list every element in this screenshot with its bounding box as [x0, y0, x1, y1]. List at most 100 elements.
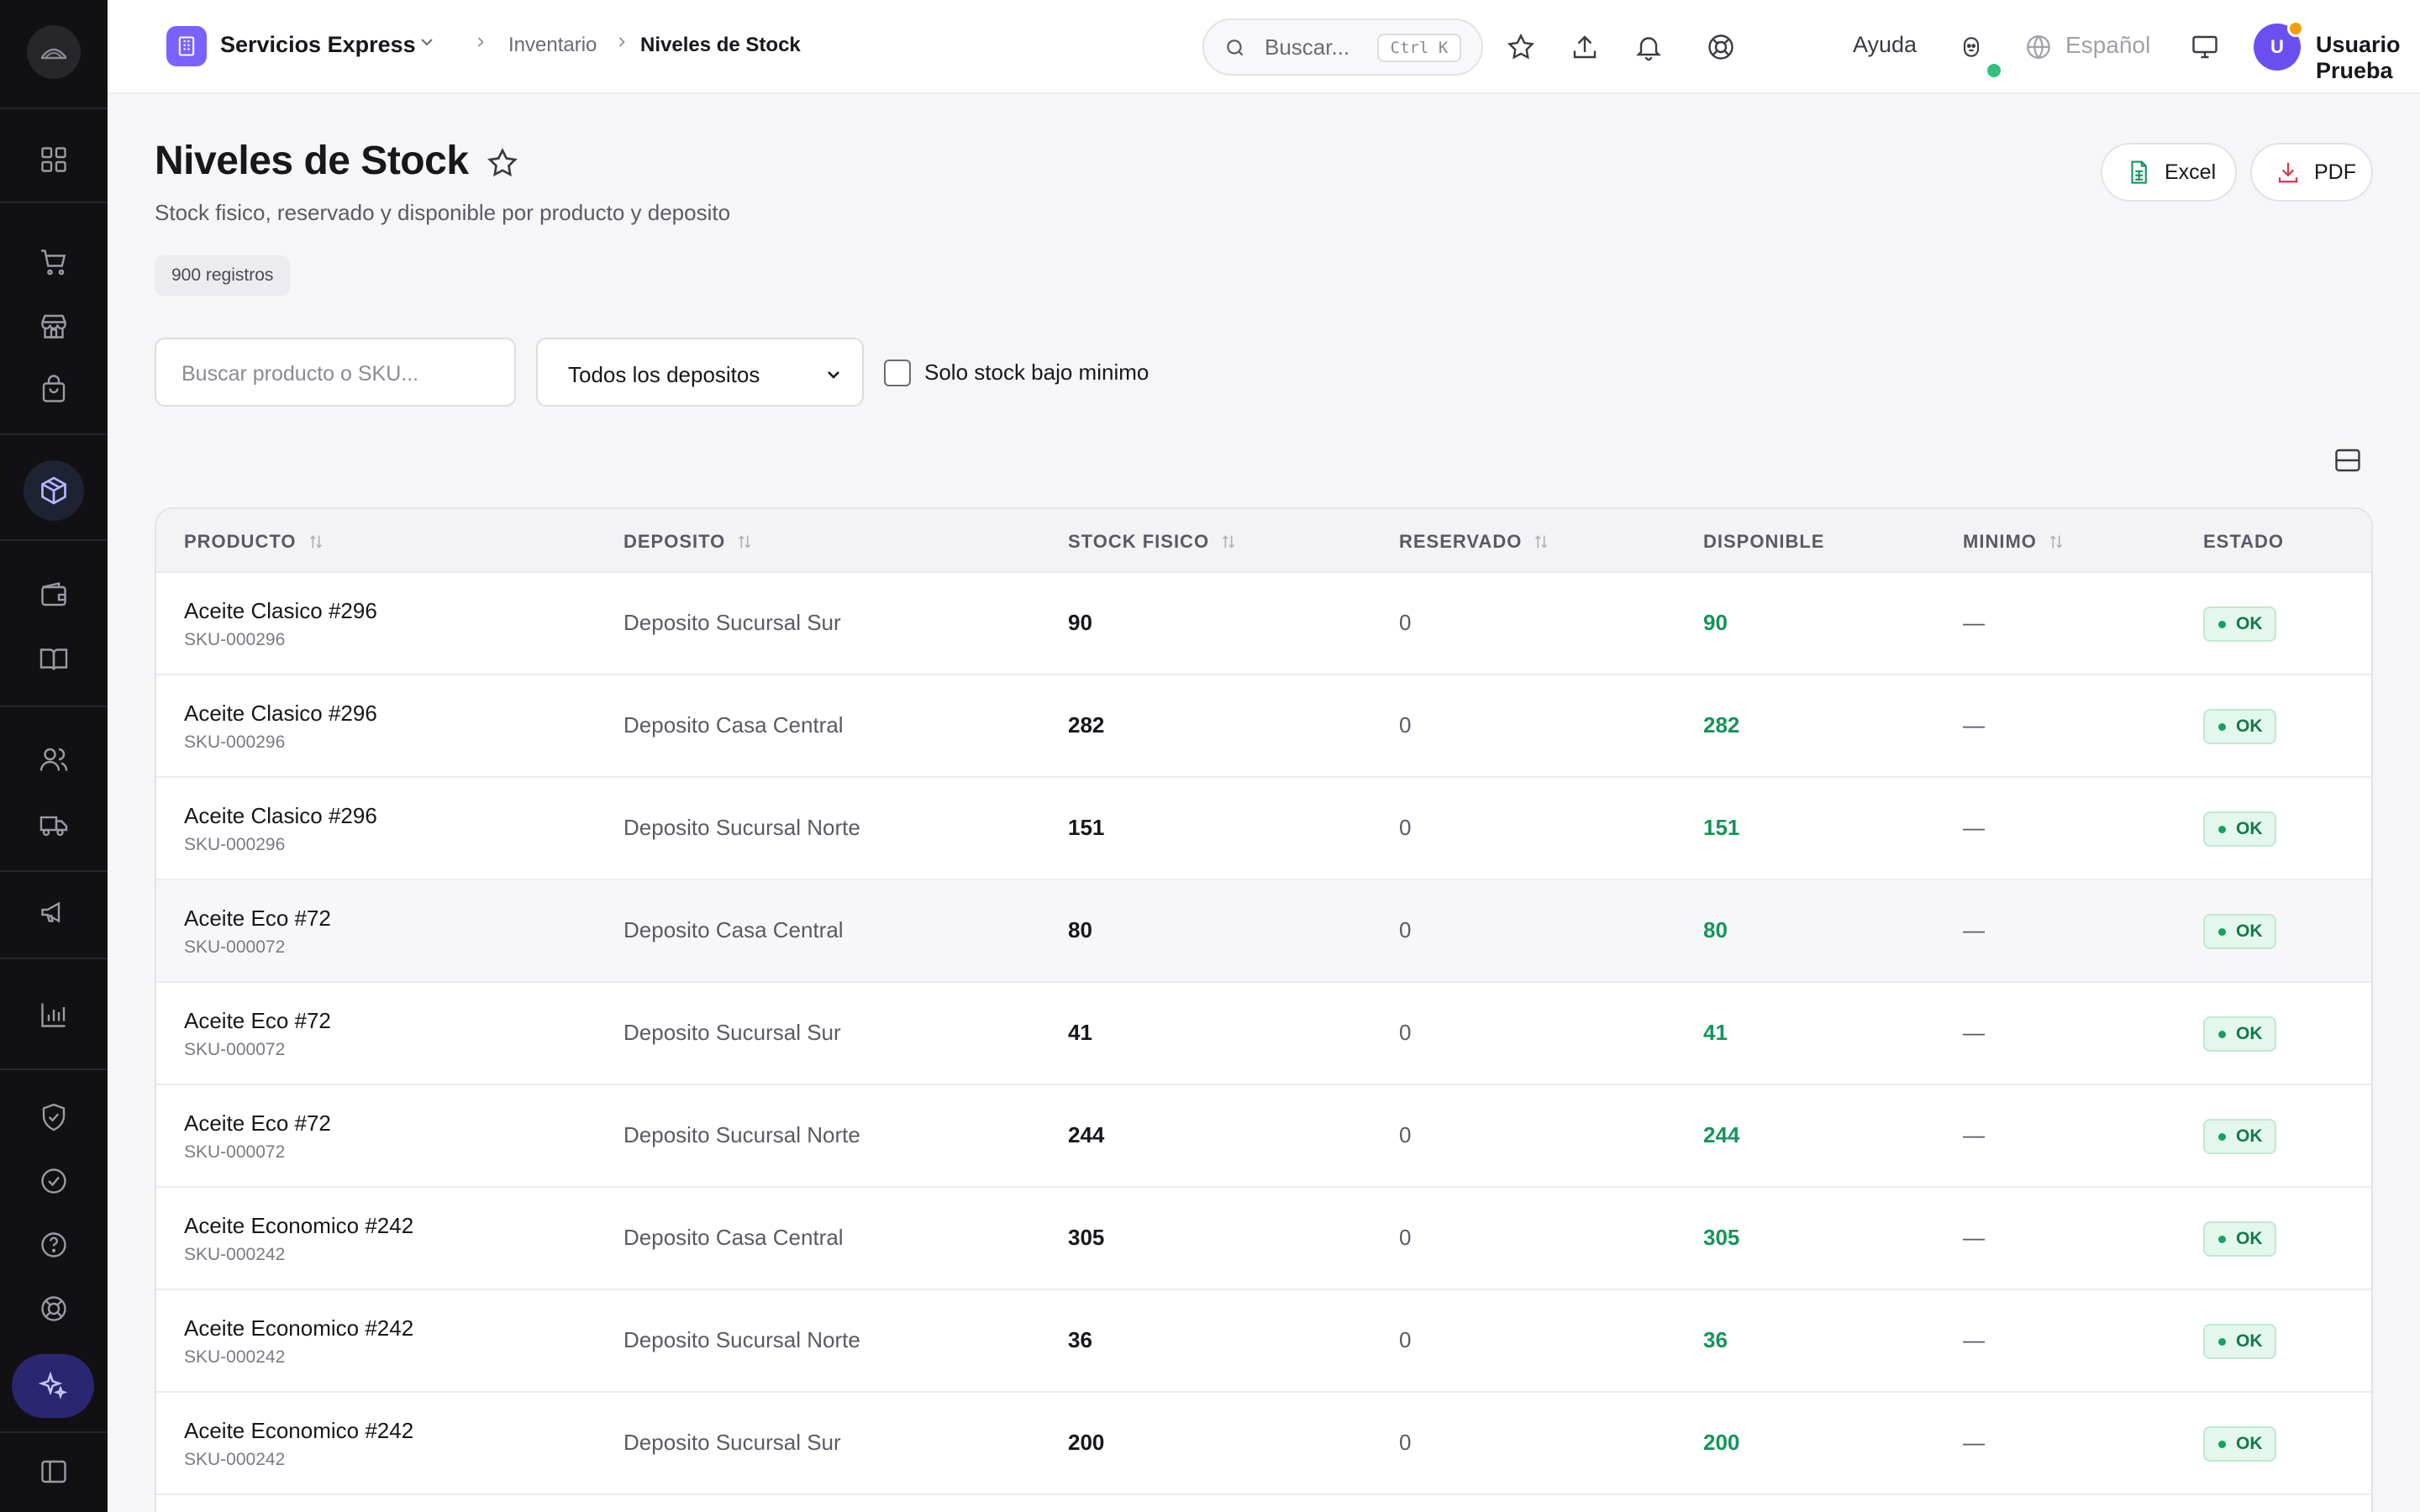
sidebar-item-dashboard[interactable]: [34, 139, 74, 180]
product-sku: SKU-000296: [184, 630, 286, 649]
table-row[interactable]: Aceite Clasico #296 SKU-000296 Deposito …: [156, 573, 2371, 675]
sidebar-item-inventory[interactable]: [34, 470, 74, 511]
chevron-down-icon: [828, 371, 839, 379]
status-badge: OK: [2203, 1016, 2276, 1052]
language-button[interactable]: [2020, 29, 2057, 66]
help-button[interactable]: [1702, 29, 1739, 66]
status-dot: [2218, 1337, 2226, 1346]
favorite-star-icon[interactable]: [486, 146, 519, 180]
sidebar-divider: [0, 1068, 108, 1070]
status-dot: [2218, 1235, 2226, 1243]
monitor-icon: [2192, 35, 2217, 59]
table-row[interactable]: Aceite Clasico #296 SKU-000296 Deposito …: [156, 675, 2371, 778]
stock-table: PRODUCTO DEPOSITO STOCK FISICO RESERVADO…: [155, 507, 2373, 1512]
status-badge: OK: [2203, 606, 2276, 642]
global-search[interactable]: Buscar... Ctrl K: [1202, 18, 1483, 76]
life-buoy-icon: [41, 1296, 66, 1321]
product-search-input[interactable]: Buscar producto o SKU...: [155, 338, 516, 407]
sidebar-item-marketing[interactable]: [34, 892, 74, 932]
table-row[interactable]: Aceite Economico #242 SKU-000242 Deposit…: [156, 1290, 2371, 1393]
reserved-stock: 0: [1399, 610, 1412, 635]
status-badge: OK: [2203, 1324, 2276, 1359]
breadcrumb-inventario[interactable]: Inventario: [508, 34, 597, 56]
low-stock-checkbox[interactable]: [884, 360, 911, 386]
minimum-stock: —: [1963, 1020, 1985, 1045]
available-stock: 282: [1703, 712, 1740, 738]
sidebar-item-sales[interactable]: [34, 242, 74, 282]
sidebar-item-finance[interactable]: [34, 575, 74, 615]
deposit-name: Deposito Sucursal Norte: [623, 815, 860, 840]
column-header-disponible: DISPONIBLE: [1703, 531, 1824, 553]
status-label: OK: [2236, 921, 2263, 941]
share-button[interactable]: [1566, 29, 1603, 66]
help-circle-icon: [41, 1232, 66, 1257]
sidebar-divider: [0, 433, 108, 435]
status-dot: [2218, 1440, 2226, 1448]
sidebar-item-store[interactable]: [34, 306, 74, 346]
sidebar-item-help[interactable]: [34, 1225, 74, 1265]
language-label[interactable]: Español: [2065, 32, 2151, 58]
display-button[interactable]: [2186, 29, 2223, 66]
export-pdf-label: PDF: [2314, 160, 2356, 184]
product-name: Aceite Clasico #296: [184, 701, 377, 726]
minimum-stock: —: [1963, 1430, 1985, 1455]
export-pdf-button[interactable]: PDF: [2250, 143, 2373, 202]
help-label[interactable]: Ayuda: [1853, 32, 1918, 57]
reserved-stock: 0: [1399, 1430, 1412, 1455]
column-header-producto[interactable]: PRODUCTO: [184, 531, 325, 553]
life-buoy-icon: [1708, 34, 1733, 60]
column-header-stock-fisico[interactable]: STOCK FISICO: [1068, 531, 1238, 553]
column-header-minimo[interactable]: MINIMO: [1963, 531, 2065, 553]
status-badge: OK: [2203, 1221, 2276, 1257]
available-stock: 151: [1703, 815, 1740, 840]
app-switcher-badge[interactable]: [166, 26, 207, 66]
ai-assistant-button[interactable]: [12, 1354, 94, 1418]
table-row[interactable]: Aceite Clasico #296 SKU-000296 Deposito …: [156, 778, 2371, 880]
minimum-stock: —: [1963, 1122, 1985, 1147]
available-stock: 244: [1703, 1122, 1740, 1147]
physical-stock: 200: [1068, 1430, 1105, 1455]
sort-icon: [1535, 535, 1548, 549]
column-header-reservado[interactable]: RESERVADO: [1399, 531, 1550, 553]
column-label: MINIMO: [1963, 531, 2037, 552]
table-row[interactable]: Aceite Eco #72 SKU-000072 Deposito Casa …: [156, 880, 2371, 983]
product-name: Aceite Economico #242: [184, 1418, 414, 1443]
notifications-button[interactable]: [1630, 29, 1667, 66]
minimum-stock: —: [1963, 917, 1985, 942]
sidebar-item-purchases[interactable]: [34, 370, 74, 410]
table-row[interactable]: Aceite Economico #242 SKU-000242 Deposit…: [156, 1188, 2371, 1290]
sidebar-collapse-toggle[interactable]: [34, 1452, 74, 1492]
shield-check-icon: [42, 1103, 66, 1131]
assistant-status-button[interactable]: [1953, 29, 1990, 66]
low-stock-label[interactable]: Solo stock bajo minimo: [924, 360, 1150, 385]
favorites-button[interactable]: [1502, 29, 1539, 66]
physical-stock: 80: [1068, 917, 1092, 942]
chevron-down-icon[interactable]: [417, 32, 437, 52]
table-row[interactable]: Aceite Eco #72 SKU-000072 Deposito Sucur…: [156, 983, 2371, 1085]
sidebar-item-security[interactable]: [34, 1097, 74, 1137]
table-row[interactable]: Aceite Eco #72 SKU-000072 Deposito Sucur…: [156, 1085, 2371, 1188]
megaphone-icon: [41, 901, 60, 923]
sort-icon: [309, 535, 322, 549]
sidebar-item-logistics[interactable]: [34, 805, 74, 845]
export-excel-button[interactable]: Excel: [2101, 143, 2237, 202]
status-dot: [2218, 1030, 2226, 1038]
sidebar-item-reports[interactable]: [34, 995, 74, 1035]
status-label: OK: [2236, 1126, 2263, 1146]
deposit-name: Deposito Sucursal Sur: [623, 610, 841, 635]
column-header-deposito[interactable]: DEPOSITO: [623, 531, 754, 553]
truck-icon: [39, 816, 68, 837]
user-name[interactable]: Usuario Prueba: [2316, 32, 2401, 83]
app-name[interactable]: Servicios Express: [220, 32, 416, 57]
status-label: OK: [2236, 1024, 2263, 1043]
sidebar-item-tasks[interactable]: [34, 1161, 74, 1201]
sidebar-item-support[interactable]: [34, 1289, 74, 1329]
online-status-dot: [1987, 64, 2001, 77]
sidebar-item-customers[interactable]: [34, 739, 74, 780]
table-density-icon[interactable]: [2333, 445, 2363, 475]
deposit-select[interactable]: Todos los depositos: [536, 338, 864, 407]
table-row[interactable]: Aceite Economico #242 SKU-000242 Deposit…: [156, 1393, 2371, 1495]
sidebar-item-accounting[interactable]: [34, 638, 74, 679]
workspace-logo[interactable]: [27, 25, 81, 79]
reserved-stock: 0: [1399, 712, 1412, 738]
